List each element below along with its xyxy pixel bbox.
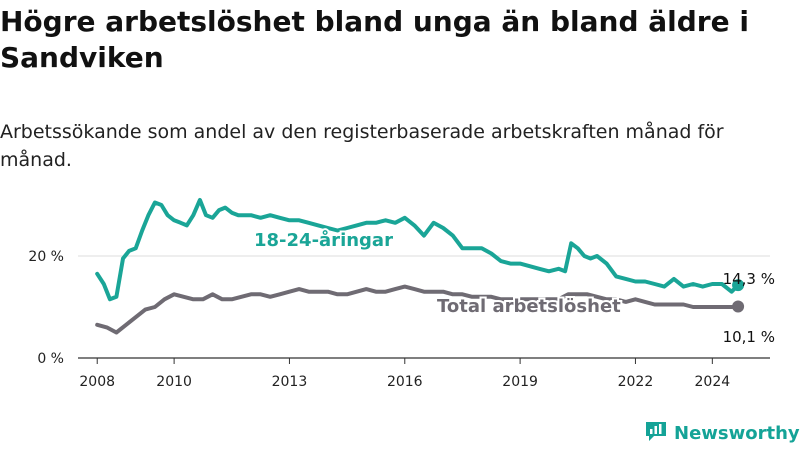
y-tick-label: 0 % (37, 351, 64, 367)
grid-lines (78, 255, 770, 359)
x-tick-label: 2019 (502, 374, 538, 390)
newsworthy-brand[interactable]: Newsworthy (644, 420, 800, 446)
y-axis-labels: 0 % 20 % (28, 249, 64, 367)
x-tick-label: 2016 (387, 374, 423, 390)
series-line-youth (95, 197, 741, 302)
series-label-youth: 18-24-åringar (254, 229, 393, 251)
end-markers (732, 279, 745, 313)
chart-subtitle: Arbetssökande som andel av den registerb… (0, 121, 724, 171)
end-value-labels: 14,3 % 10,1 % (723, 270, 775, 346)
series-label-total: Total arbetslöshet (437, 296, 621, 317)
x-axis-ticks: 2008 2010 2013 2016 2019 2022 2024 (79, 358, 730, 390)
y-tick-label: 20 % (28, 249, 64, 265)
x-tick-label: 2008 (79, 374, 115, 390)
series-lines (95, 197, 741, 335)
x-tick-label: 2022 (618, 374, 654, 390)
newsworthy-chart-logo-icon (644, 419, 668, 447)
brand-name: Newsworthy (674, 422, 800, 444)
x-tick-label: 2010 (156, 374, 192, 390)
end-label-total: 10,1 % (723, 328, 775, 346)
x-tick-label: 2024 (695, 374, 731, 390)
x-tick-label: 2013 (272, 374, 308, 390)
series-labels: 18-24-åringar Total arbetslöshet (252, 227, 623, 319)
end-marker-total (732, 300, 745, 313)
chart-title: Högre arbetslöshet bland unga än bland ä… (0, 5, 749, 74)
line-chart: 0 % 20 % 2008 2010 2013 2016 2019 2022 2024 18-… (28, 197, 775, 390)
end-marker-youth (732, 279, 745, 292)
end-label-youth: 14,3 % (723, 270, 775, 288)
series-line-total (95, 284, 741, 335)
